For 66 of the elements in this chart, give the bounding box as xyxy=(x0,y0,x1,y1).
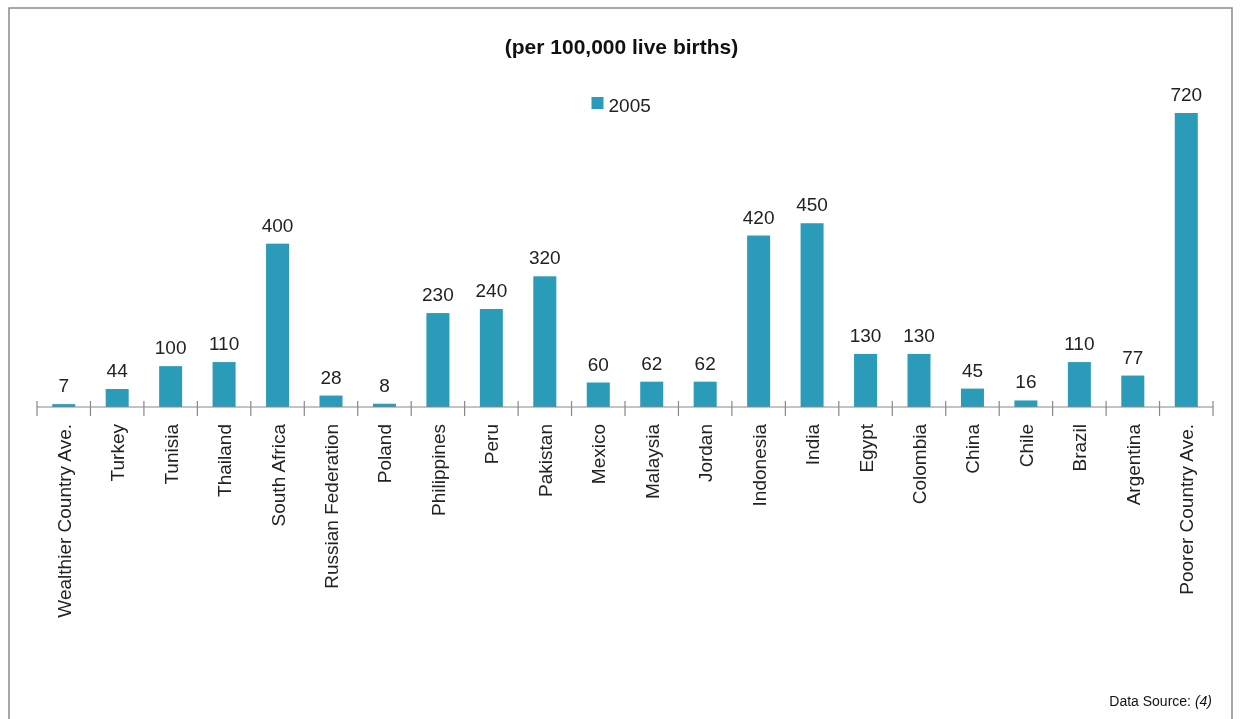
legend-label: 2005 xyxy=(608,95,651,117)
source-note: Data Source: (4) xyxy=(1109,693,1212,709)
bar xyxy=(105,389,129,407)
x-tick-label: Tunisia xyxy=(160,423,182,485)
x-tick-label: Colombia xyxy=(909,423,930,505)
x-tick-label: Thailand xyxy=(214,424,236,497)
data-label: 420 xyxy=(742,206,775,228)
data-label: 110 xyxy=(208,333,240,355)
bar xyxy=(159,366,183,407)
bar xyxy=(907,353,931,407)
x-tick-label: Malaysia xyxy=(641,423,663,499)
data-label: 8 xyxy=(379,374,390,396)
x-tick-label: Egypt xyxy=(855,423,877,473)
x-tick-label: Brazil xyxy=(1069,424,1091,472)
x-tick-label: Argentina xyxy=(1122,423,1144,506)
data-label: 16 xyxy=(1015,371,1037,393)
x-tick-label: Peru xyxy=(481,424,503,465)
bar xyxy=(1174,113,1198,407)
x-tick-label: Pakistan xyxy=(534,424,556,497)
data-label: 45 xyxy=(961,359,984,381)
data-label: 44 xyxy=(106,360,129,382)
data-label: 28 xyxy=(320,366,342,388)
x-tick-label: South Africa xyxy=(267,423,289,527)
bar xyxy=(533,276,557,407)
data-label: 77 xyxy=(1122,346,1144,368)
bar xyxy=(1067,362,1091,407)
x-tick-label: Poland xyxy=(374,424,396,484)
x-tick-label: India xyxy=(802,423,824,466)
x-tick-label: Philippines xyxy=(427,424,449,516)
data-label: 130 xyxy=(849,324,882,346)
bar xyxy=(1121,375,1145,407)
data-label: 110 xyxy=(1064,333,1095,355)
bar xyxy=(640,381,664,407)
data-label: 60 xyxy=(587,353,609,375)
x-tick-label: China xyxy=(962,423,984,474)
x-tick-label: Russian Federation xyxy=(321,424,342,589)
data-label: 320 xyxy=(528,247,561,269)
bar xyxy=(693,381,717,407)
data-label: 130 xyxy=(903,324,935,346)
x-tick-label: Mexico xyxy=(588,424,610,485)
chart-title: (per 100,000 live births) xyxy=(504,35,739,58)
bar xyxy=(747,235,771,407)
bar xyxy=(266,243,290,407)
bar xyxy=(586,382,610,407)
x-tick-label: Turkey xyxy=(107,423,129,482)
bar xyxy=(426,313,450,407)
data-label: 62 xyxy=(641,352,663,374)
data-label: 450 xyxy=(796,194,828,216)
data-label: 230 xyxy=(422,284,454,306)
x-tick-label: Chile xyxy=(1015,424,1037,468)
bar xyxy=(212,362,236,407)
data-label: 62 xyxy=(694,352,716,374)
data-label: 100 xyxy=(154,337,187,359)
data-label: 720 xyxy=(1170,84,1203,105)
bar xyxy=(854,353,878,407)
x-tick-label: Indonesia xyxy=(748,423,770,507)
bar xyxy=(479,309,503,407)
data-label: 400 xyxy=(261,214,294,236)
x-tick-label: Wealthier Country Ave. xyxy=(53,424,75,618)
bar xyxy=(800,223,824,407)
data-label: 240 xyxy=(475,280,508,301)
bar xyxy=(1014,400,1038,407)
data-label: 7 xyxy=(58,375,70,397)
x-tick-label: Jordan xyxy=(695,424,717,483)
bar xyxy=(960,388,984,407)
x-tick-label: Poorer Country Ave. xyxy=(1176,424,1198,595)
